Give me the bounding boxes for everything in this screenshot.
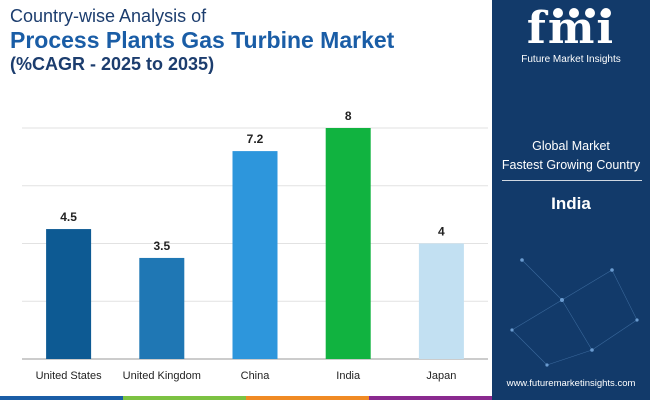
bar-united-kingdom	[139, 257, 185, 359]
data-label: 8	[345, 109, 352, 123]
logo-icons	[553, 8, 611, 18]
bottom-color-bar	[0, 396, 492, 400]
x-tick-label: India	[336, 370, 361, 382]
website-url: www.futuremarketinsights.com	[506, 378, 636, 389]
x-tick-label: United States	[36, 370, 103, 382]
fmi-logo: fmi Future Market Insights	[492, 3, 650, 66]
x-tick-label: United Kingdom	[123, 370, 201, 382]
bar-india	[325, 128, 371, 359]
title-line-2: Process Plants Gas Turbine Market	[10, 27, 395, 53]
logo-subtitle: Future Market Insights	[521, 54, 621, 65]
bar-united-states	[46, 229, 92, 359]
bar-chart: 4.5 United States 3.5 United Kingdom 7.2 Chin…	[22, 109, 488, 382]
x-tick-label: China	[241, 370, 271, 382]
bottom-bar-segment	[0, 396, 123, 400]
bottom-bar-segment	[369, 396, 492, 400]
panel-label-global: Global Market	[532, 139, 610, 153]
bar-china	[232, 151, 278, 359]
logo-text: fmi	[526, 3, 616, 54]
bar-japan	[418, 243, 464, 359]
data-label: 3.5	[153, 239, 170, 253]
title-line-1: Country-wise Analysis of	[10, 6, 207, 26]
title-line-3: (%CAGR - 2025 to 2035)	[10, 54, 215, 74]
panel-label-fastest: Fastest Growing Country	[501, 158, 641, 172]
chart-title: Country-wise Analysis of Process Plants …	[10, 6, 394, 75]
info-panel: fmi Future Market Insights Global Market…	[492, 0, 650, 400]
panel-divider	[502, 180, 642, 181]
bottom-bar-segment	[123, 396, 246, 400]
bottom-bar-segment	[246, 396, 369, 400]
data-label: 4.5	[60, 210, 77, 224]
x-tick-label: Japan	[426, 370, 456, 382]
network-decoration	[510, 258, 639, 367]
highlight-country: India	[551, 194, 591, 213]
data-label: 7.2	[247, 132, 264, 146]
data-label: 4	[438, 225, 445, 239]
